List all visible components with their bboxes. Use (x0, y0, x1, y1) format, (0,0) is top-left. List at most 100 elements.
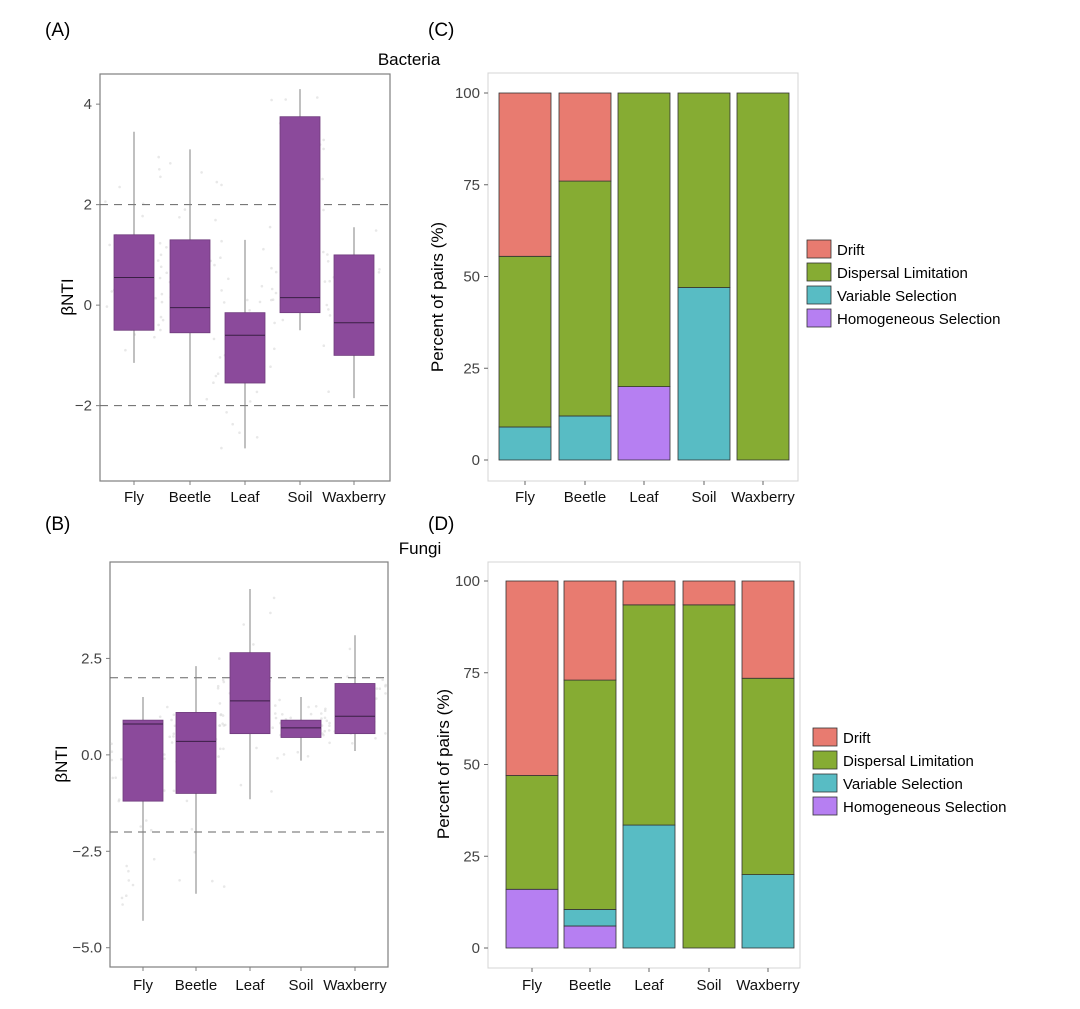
jitter-point (274, 270, 278, 274)
x-tick-label: Beetle (169, 489, 212, 506)
bar-segment-dispersal-limitation (563, 679, 617, 910)
jitter-point (111, 776, 115, 780)
jitter-point (272, 596, 276, 600)
jitter-point (328, 724, 331, 727)
jitter-point (278, 698, 281, 702)
y-tick-label: 25 (463, 360, 480, 377)
y-tick-label: 4 (84, 96, 92, 113)
jitter-point (320, 712, 323, 715)
jitter-point (163, 753, 166, 756)
jitter-point (378, 268, 381, 271)
jitter-point (200, 171, 203, 174)
jitter-point (322, 147, 325, 151)
jitter-point (270, 287, 274, 291)
x-tick-label: Leaf (235, 977, 265, 994)
x-tick-label: Waxberry (736, 977, 800, 994)
jitter-point (158, 715, 162, 719)
legend-swatch (812, 750, 838, 770)
jitter-point (159, 328, 162, 332)
jitter-point (255, 390, 259, 394)
jitter-point (154, 296, 157, 300)
jitter-point (321, 177, 324, 181)
jitter-point (274, 712, 277, 715)
x-tick-label: Beetle (175, 977, 218, 994)
jitter-point (172, 789, 176, 793)
legend-swatch (812, 727, 838, 747)
jitter-point (374, 229, 378, 232)
x-tick-label: Waxberry (731, 489, 795, 506)
jitter-point (270, 266, 273, 270)
jitter-point (110, 742, 113, 746)
jitter-point (153, 335, 156, 339)
jitter-point (185, 799, 189, 803)
legend-swatch (806, 285, 832, 305)
jitter-point (120, 896, 124, 900)
jitter-point (316, 96, 319, 99)
jitter-point (220, 446, 223, 450)
stacked-bar-panel-c (484, 72, 832, 485)
jitter-point (374, 737, 377, 740)
jitter-point (117, 799, 121, 803)
box-fly (122, 719, 164, 802)
jitter-point (120, 758, 123, 761)
jitter-point (238, 431, 241, 435)
chart-title: Bacteria (378, 50, 441, 69)
jitter-point (213, 263, 216, 267)
chart-title: Fungi (399, 539, 442, 558)
jitter-point (258, 300, 262, 304)
jitter-point (273, 347, 276, 351)
box-fly (113, 234, 155, 331)
legend-swatch (806, 308, 832, 328)
jitter-point (165, 246, 168, 249)
x-tick-label: Waxberry (322, 489, 386, 506)
x-tick-label: Soil (691, 489, 716, 506)
bar-segment-variable-selection (677, 287, 731, 461)
jitter-point (159, 253, 163, 257)
stacked-bar-panel-d (484, 561, 838, 972)
jitter-point (321, 732, 324, 735)
jitter-point (220, 289, 223, 292)
y-tick-label: −2.5 (72, 843, 102, 860)
jitter-point (281, 713, 284, 716)
jitter-point (274, 291, 278, 295)
box-beetle (169, 239, 211, 334)
y-axis-label: Percent of pairs (%) (434, 689, 453, 839)
jitter-point (306, 755, 310, 758)
jitter-point (327, 308, 330, 311)
jitter-point (327, 390, 330, 394)
jitter-point (328, 741, 331, 745)
jitter-point (108, 243, 111, 247)
panel-label: (A) (45, 20, 70, 41)
box-soil (280, 719, 322, 738)
bar-segment-variable-selection (498, 426, 552, 461)
x-tick-label: Leaf (629, 489, 659, 506)
jitter-point (262, 247, 265, 251)
jitter-point (270, 298, 273, 302)
jitter-point (322, 208, 325, 212)
y-axis-label: Percent of pairs (%) (428, 222, 447, 372)
y-tick-label: 0 (472, 452, 480, 469)
jitter-point (222, 747, 225, 751)
legend (806, 239, 832, 328)
jitter-point (384, 692, 387, 695)
jitter-point (270, 98, 273, 102)
legend-label: Dispersal Limitation (843, 753, 974, 770)
jitter-point (158, 168, 161, 171)
jitter-point (221, 714, 225, 717)
jitter-point (170, 718, 173, 722)
jitter-point (260, 284, 264, 288)
y-tick-label: 2.5 (81, 650, 102, 667)
y-tick-label: 0 (84, 297, 92, 314)
x-tick-label: Soil (287, 489, 312, 506)
bar-segment-drift (622, 580, 676, 606)
jitter-point (160, 292, 164, 296)
jitter-point (271, 726, 275, 729)
bar-segment-variable-selection (558, 415, 612, 461)
jitter-point (296, 750, 300, 754)
y-tick-label: −5.0 (72, 940, 102, 957)
jitter-point (157, 323, 160, 327)
jitter-point (216, 687, 220, 690)
jitter-point (125, 894, 128, 897)
jitter-point (211, 879, 214, 883)
